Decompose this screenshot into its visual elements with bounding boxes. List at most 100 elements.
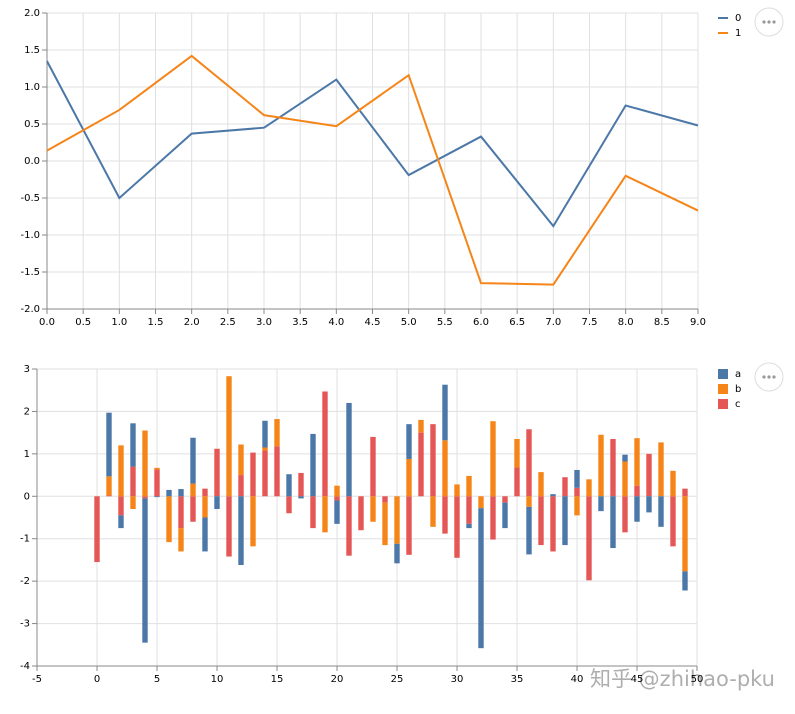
bar — [262, 447, 268, 451]
bar — [106, 476, 112, 496]
bar — [490, 421, 496, 497]
bar — [382, 502, 388, 546]
bar — [526, 429, 532, 497]
bar — [586, 496, 592, 581]
bar — [610, 496, 616, 549]
bar — [634, 485, 640, 497]
bar — [202, 496, 208, 518]
bar — [442, 440, 448, 497]
bar — [490, 496, 496, 540]
bar — [238, 475, 244, 497]
bar — [334, 500, 340, 524]
x-tick-label: 1.5 — [148, 317, 164, 328]
x-tick-label: 0.5 — [75, 317, 91, 328]
y-tick-label: -1.0 — [20, 230, 40, 241]
bar — [286, 496, 292, 514]
bar — [634, 438, 640, 486]
menu-button[interactable] — [754, 362, 784, 392]
bar — [406, 496, 412, 555]
bar — [262, 450, 268, 497]
x-tick-label: 0 — [94, 674, 100, 685]
y-tick-label: -4 — [20, 661, 30, 672]
y-tick-label: 2.0 — [24, 8, 40, 19]
bar — [430, 424, 436, 497]
bar — [574, 487, 580, 497]
menu-button[interactable] — [754, 7, 784, 37]
bar — [646, 453, 652, 497]
x-tick-label: 1.0 — [111, 317, 127, 328]
bar — [598, 496, 604, 512]
bar — [478, 496, 484, 509]
bar — [178, 528, 184, 552]
x-tick-label: 9.0 — [690, 317, 706, 328]
bar — [166, 496, 172, 543]
y-tick-label: -0.5 — [20, 193, 40, 204]
bar — [190, 437, 196, 484]
bar — [118, 515, 124, 529]
x-tick-label: 2.5 — [220, 317, 236, 328]
x-tick-label: 6.0 — [473, 317, 489, 328]
bar — [514, 467, 520, 497]
x-tick-label: 5.5 — [437, 317, 453, 328]
bar — [226, 376, 232, 497]
x-tick-label: 7.0 — [545, 317, 561, 328]
bar — [658, 496, 664, 527]
bar — [106, 495, 112, 497]
bar — [118, 496, 124, 516]
bar — [358, 496, 364, 531]
x-tick-label: 4.5 — [365, 317, 381, 328]
legend-symbol — [718, 369, 728, 379]
bar — [190, 496, 196, 522]
legend-label: c — [735, 399, 741, 410]
bar — [634, 496, 640, 522]
bar — [538, 472, 544, 497]
bar — [406, 458, 412, 497]
bar — [526, 496, 532, 507]
bar — [274, 446, 280, 497]
bar — [154, 496, 160, 498]
legend-symbol — [718, 384, 728, 394]
x-tick-label: 0.0 — [39, 317, 55, 328]
y-tick-label: 0.0 — [24, 156, 40, 167]
bar — [478, 508, 484, 649]
y-tick-label: 0 — [24, 491, 30, 502]
bar — [526, 506, 532, 555]
x-tick-label: 8.5 — [654, 317, 670, 328]
x-tick-label: 30 — [451, 674, 464, 685]
bar — [430, 496, 436, 527]
bar — [466, 475, 472, 497]
x-tick-label: 3.0 — [256, 317, 272, 328]
bar — [574, 496, 580, 516]
x-tick-label: 35 — [511, 674, 524, 685]
bar — [250, 452, 256, 497]
bar — [214, 496, 220, 510]
x-tick-label: 50 — [691, 674, 704, 685]
bar — [370, 436, 376, 497]
bar — [550, 494, 556, 497]
x-tick-label: 15 — [271, 674, 284, 685]
bar — [562, 477, 568, 497]
bar — [118, 445, 124, 497]
legend-label: a — [735, 369, 741, 380]
bar — [610, 439, 616, 497]
bar — [322, 391, 328, 497]
bar — [406, 424, 412, 459]
bar — [466, 496, 472, 524]
bar — [130, 466, 136, 497]
bar — [238, 496, 244, 566]
x-tick-label: 5.0 — [401, 317, 417, 328]
bar — [274, 419, 280, 447]
legend-label: b — [735, 384, 741, 395]
bar — [670, 496, 676, 547]
bar — [538, 496, 544, 546]
bar — [658, 442, 664, 497]
bar — [298, 496, 304, 499]
x-tick-label: 25 — [391, 674, 404, 685]
bar — [622, 496, 628, 533]
y-tick-label: -1 — [20, 534, 30, 545]
bar — [130, 496, 136, 510]
bar — [250, 496, 256, 547]
watermark: 知乎 @zhihao-pku — [590, 667, 775, 691]
bar — [202, 488, 208, 497]
